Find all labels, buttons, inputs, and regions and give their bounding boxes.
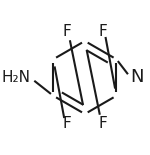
Text: N: N	[130, 69, 144, 86]
Text: H₂N: H₂N	[1, 70, 30, 85]
Text: F: F	[99, 24, 107, 39]
Text: F: F	[99, 116, 107, 131]
Text: F: F	[62, 116, 71, 131]
Text: F: F	[62, 24, 71, 39]
